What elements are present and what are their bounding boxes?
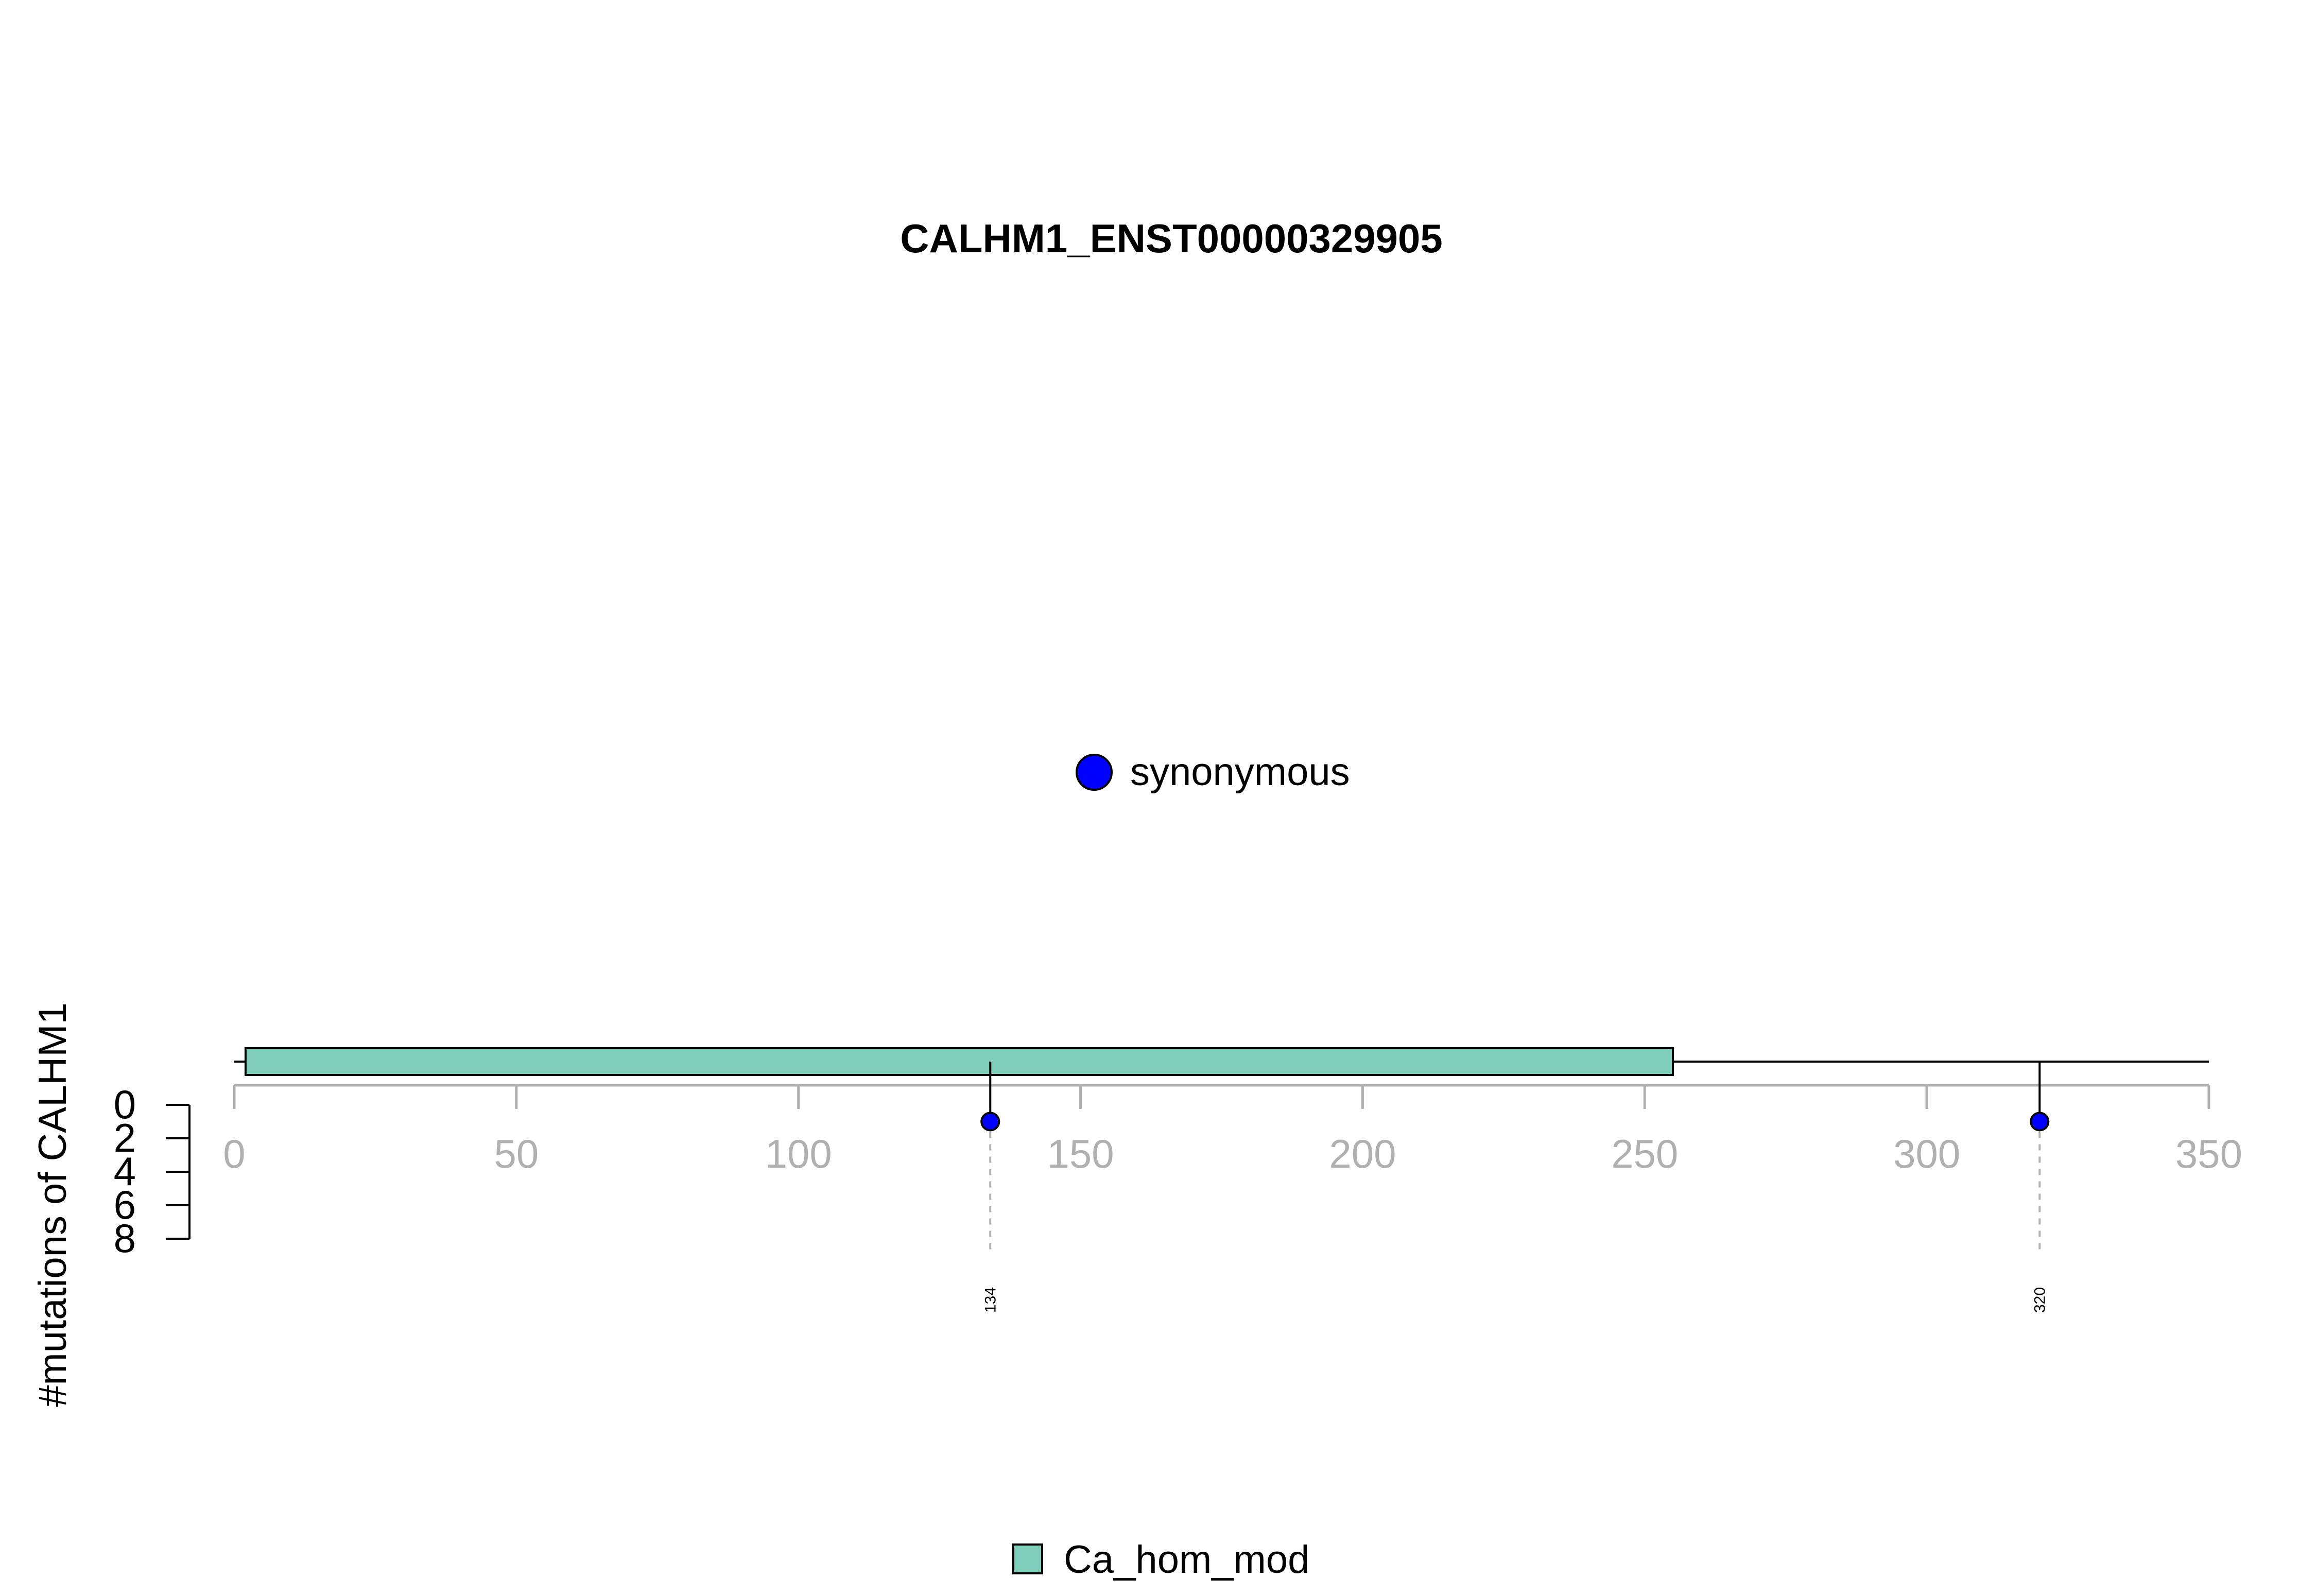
x-axis: 0 50 100 150 200 250 300 350 xyxy=(223,1084,2242,1176)
y-tick-label: 4 xyxy=(114,1149,136,1194)
x-tick-label: 150 xyxy=(1047,1131,1114,1176)
x-tick-label: 100 xyxy=(765,1131,832,1176)
mutation-type-legend: synonymous xyxy=(1076,750,1350,794)
x-tick-label: 250 xyxy=(1611,1131,1678,1176)
mutation-layer: 134 320 xyxy=(980,1062,2050,1313)
legend-ca-hom-mod-label: Ca_hom_mod xyxy=(1064,1538,1309,1582)
x-tick-label: 350 xyxy=(2175,1131,2242,1176)
x-tick-label: 300 xyxy=(1893,1131,1960,1176)
x-tick-label: 0 xyxy=(223,1131,245,1176)
mutation-position-label: 134 xyxy=(982,1287,999,1313)
y-tick-label: 6 xyxy=(114,1182,136,1227)
legend-synonymous-label: synonymous xyxy=(1130,750,1350,794)
x-tick-label: 50 xyxy=(494,1131,539,1176)
y-tick-label: 8 xyxy=(114,1216,136,1261)
legend-synonymous-marker xyxy=(1076,754,1113,791)
mutation-position-label: 320 xyxy=(2031,1287,2048,1313)
domain-layer xyxy=(244,1047,1674,1076)
domain-ca-hom-mod xyxy=(244,1047,1674,1076)
y-tick-label: 0 xyxy=(114,1082,136,1127)
chart-title: CALHM1_ENST00000329905 xyxy=(900,216,1443,261)
y-axis-label: #mutations of CALHM1 xyxy=(31,1002,75,1407)
mutation-point xyxy=(2030,1112,2050,1132)
mutation-point xyxy=(980,1112,1000,1132)
y-tick-label: 2 xyxy=(114,1115,136,1160)
domain-legend: Ca_hom_mod xyxy=(1012,1538,1309,1582)
x-tick-label: 200 xyxy=(1329,1131,1396,1176)
legend-ca-hom-mod-swatch xyxy=(1012,1543,1043,1574)
